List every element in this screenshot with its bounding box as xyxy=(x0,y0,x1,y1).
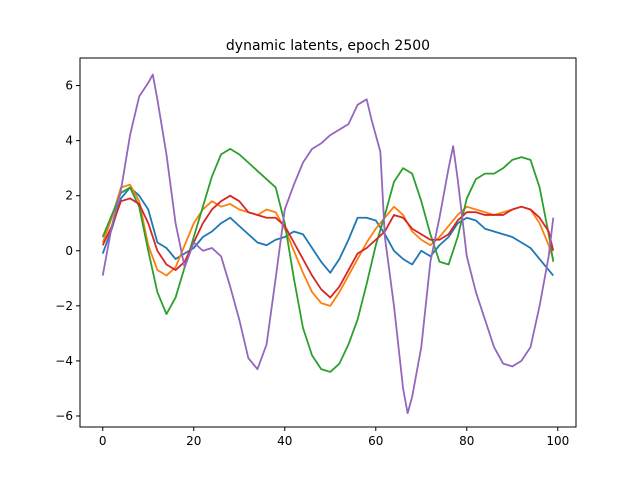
x-tick-label: 20 xyxy=(186,434,201,448)
y-tick-label: −6 xyxy=(55,409,73,423)
y-tick-label: 0 xyxy=(65,244,73,258)
series-line-5 xyxy=(101,73,555,415)
x-tick-label: 80 xyxy=(459,434,474,448)
x-tick-label: 60 xyxy=(368,434,383,448)
x-axis: 0 20 40 60 80 100 xyxy=(99,427,569,448)
series-line-1 xyxy=(101,186,554,277)
series-layer xyxy=(101,73,555,415)
y-tick-label: 2 xyxy=(65,189,73,203)
y-tick-label: −2 xyxy=(55,299,73,313)
chart-title: dynamic latents, epoch 2500 xyxy=(226,38,430,54)
series-line-2 xyxy=(101,183,555,307)
y-tick-label: 6 xyxy=(65,79,73,93)
y-tick-label: 4 xyxy=(65,134,73,148)
y-tick-label: −4 xyxy=(55,354,73,368)
plot-frame xyxy=(79,57,577,428)
x-tick-label: 0 xyxy=(99,434,107,448)
series-line-4 xyxy=(101,194,555,299)
x-tick-label: 40 xyxy=(277,434,292,448)
x-tick-label: 100 xyxy=(546,434,569,448)
y-axis: −6 −4 −2 0 2 4 6 xyxy=(55,79,80,423)
series-line-3 xyxy=(101,147,555,373)
